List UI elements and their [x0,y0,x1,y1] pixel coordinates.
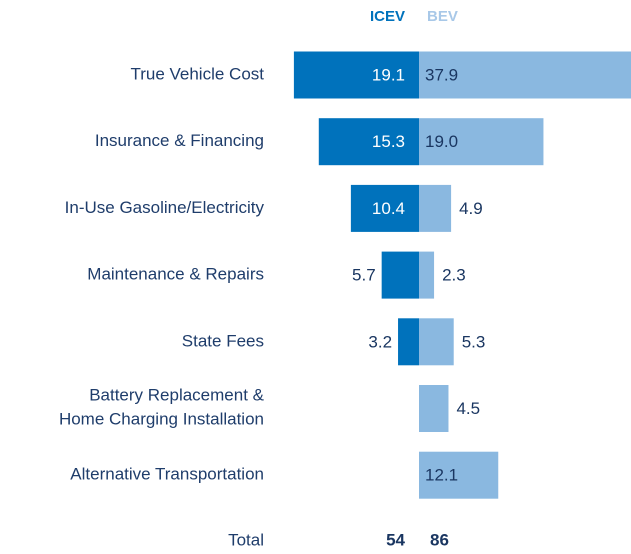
value-label: 12.1 [425,466,458,485]
icev-bar [350,184,419,232]
icev-bar [293,51,419,99]
category-label: Battery Replacement & Home Charging Insta… [59,386,265,429]
icev-bar [398,318,419,366]
legend-icev: ICEV [370,8,405,25]
value-label: 5.3 [462,332,486,351]
bev-bar [419,251,435,299]
bev-bar [419,51,631,99]
category-label: In-Use Gasoline/Electricity [65,198,265,217]
bev-bar [419,184,452,232]
icev-bar [318,118,419,166]
category-label: Insurance & Financing [95,131,264,150]
value-label: 4.9 [459,199,483,218]
category-label: Alternative Transportation [70,465,264,484]
value-label: 5.7 [352,266,376,285]
bev-bar [419,318,454,366]
icev-bar [381,251,419,299]
legend-bev: BEV [427,8,458,25]
bev-bar [419,385,449,432]
category-label: Maintenance & Repairs [87,265,264,284]
category-label: State Fees [182,331,264,350]
total-bev: 86 [430,530,449,549]
category-label: True Vehicle Cost [130,64,264,83]
bev-bar [419,118,544,166]
value-label: 37.9 [425,65,458,84]
value-label: 3.2 [368,332,392,351]
value-label: 2.3 [442,266,466,285]
bev-bar [419,451,499,499]
value-label: 19.1 [372,65,405,84]
value-label: 10.4 [372,199,405,218]
value-label: 19.0 [425,132,458,151]
value-label: 15.3 [372,132,405,151]
total-icev: 54 [386,530,405,549]
total-label: Total [228,530,264,549]
value-label: 4.5 [456,399,480,418]
